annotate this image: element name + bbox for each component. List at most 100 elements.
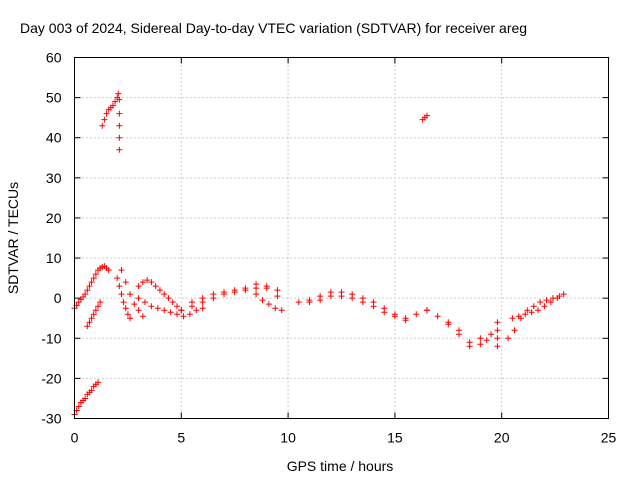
y-tick-label: 10	[46, 250, 62, 266]
y-tick-label: -20	[41, 370, 61, 386]
data-point	[483, 337, 490, 344]
data-point	[116, 96, 123, 103]
data-point	[131, 301, 138, 308]
data-point	[272, 305, 279, 312]
data-point	[84, 287, 91, 294]
data-point	[522, 311, 529, 318]
x-tick-label: 5	[177, 430, 185, 446]
series-descent-b	[118, 267, 146, 320]
data-point	[97, 299, 104, 306]
y-tick-label: -10	[41, 330, 61, 346]
data-point	[278, 307, 285, 314]
data-point	[445, 321, 452, 328]
data-point	[94, 379, 101, 386]
data-point	[221, 289, 228, 296]
data-point	[152, 283, 159, 290]
data-point	[317, 297, 324, 304]
series-dip-9h	[253, 291, 285, 314]
series-descent-a	[114, 275, 134, 322]
series-mid-day-lower	[306, 293, 409, 324]
axis-ticks: 0 5 10 15 20 25 -30 -20 -10 0 10 20 30 40 50 60	[41, 50, 616, 446]
data-point	[210, 291, 217, 298]
x-axis-label: GPS time / hours	[287, 458, 394, 474]
data-point	[253, 291, 260, 298]
series-late-dip-b	[445, 321, 490, 350]
data-point	[413, 311, 420, 318]
x-tick-label: 10	[280, 430, 296, 446]
data-point	[402, 317, 409, 324]
data-point	[75, 403, 82, 410]
data-point	[265, 301, 272, 308]
data-point	[154, 305, 161, 312]
data-point	[86, 319, 93, 326]
data-point	[423, 112, 430, 119]
data-point	[530, 303, 537, 310]
data-point	[118, 291, 125, 298]
y-tick-label: -30	[41, 411, 61, 427]
data-point	[193, 307, 200, 314]
data-point	[127, 291, 134, 298]
data-point	[349, 295, 356, 302]
series-outlier-16h	[419, 112, 430, 123]
data-point	[370, 303, 377, 310]
data-point	[327, 293, 334, 300]
data-point	[524, 307, 531, 314]
data-point	[494, 327, 501, 334]
data-point	[543, 297, 550, 304]
data-point	[381, 309, 388, 316]
data-point	[84, 323, 91, 330]
data-point	[434, 313, 441, 320]
data-point	[477, 341, 484, 348]
data-point	[82, 291, 89, 298]
data-point	[199, 295, 206, 302]
data-point	[109, 102, 116, 109]
data-point	[259, 297, 266, 304]
data-point	[135, 307, 142, 314]
data-point	[263, 283, 270, 290]
data-point	[511, 327, 518, 334]
data-point	[116, 146, 123, 153]
data-point	[135, 295, 142, 302]
series-negative-ramp	[71, 379, 101, 418]
data-point	[161, 291, 168, 298]
data-point	[505, 335, 512, 342]
data-point	[455, 331, 462, 338]
data-point	[274, 293, 281, 300]
data-point	[161, 307, 168, 314]
series-spike-high	[99, 90, 123, 153]
data-point	[423, 307, 430, 314]
data-point	[99, 122, 106, 129]
series-mid-day	[295, 289, 430, 322]
grid	[74, 57, 609, 419]
chart-title: Day 003 of 2024, Sidereal Day-to-day VTE…	[20, 20, 527, 36]
series-hump-a	[135, 277, 185, 314]
data-point	[82, 395, 89, 402]
data-point	[494, 343, 501, 350]
data-point	[115, 90, 122, 97]
series-evening-rise-b	[509, 291, 567, 322]
data-point	[242, 285, 249, 292]
data-point	[165, 295, 172, 302]
data-point	[94, 303, 101, 310]
data-point	[537, 299, 544, 306]
series-twenty-h	[494, 319, 501, 350]
data-point	[477, 335, 484, 342]
data-point	[122, 305, 129, 312]
data-point	[391, 313, 398, 320]
data-point	[124, 311, 131, 318]
data-point	[120, 299, 127, 306]
x-tick-label: 25	[601, 430, 617, 446]
data-point	[92, 307, 99, 314]
data-point	[127, 315, 134, 322]
data-point	[274, 287, 281, 294]
data-point	[494, 335, 501, 342]
data-point	[253, 281, 260, 288]
data-point	[101, 116, 108, 123]
data-point	[116, 110, 123, 117]
data-point	[148, 279, 155, 286]
data-point	[105, 267, 112, 274]
data-point	[174, 311, 181, 318]
data-point	[139, 313, 146, 320]
data-point	[156, 287, 163, 294]
